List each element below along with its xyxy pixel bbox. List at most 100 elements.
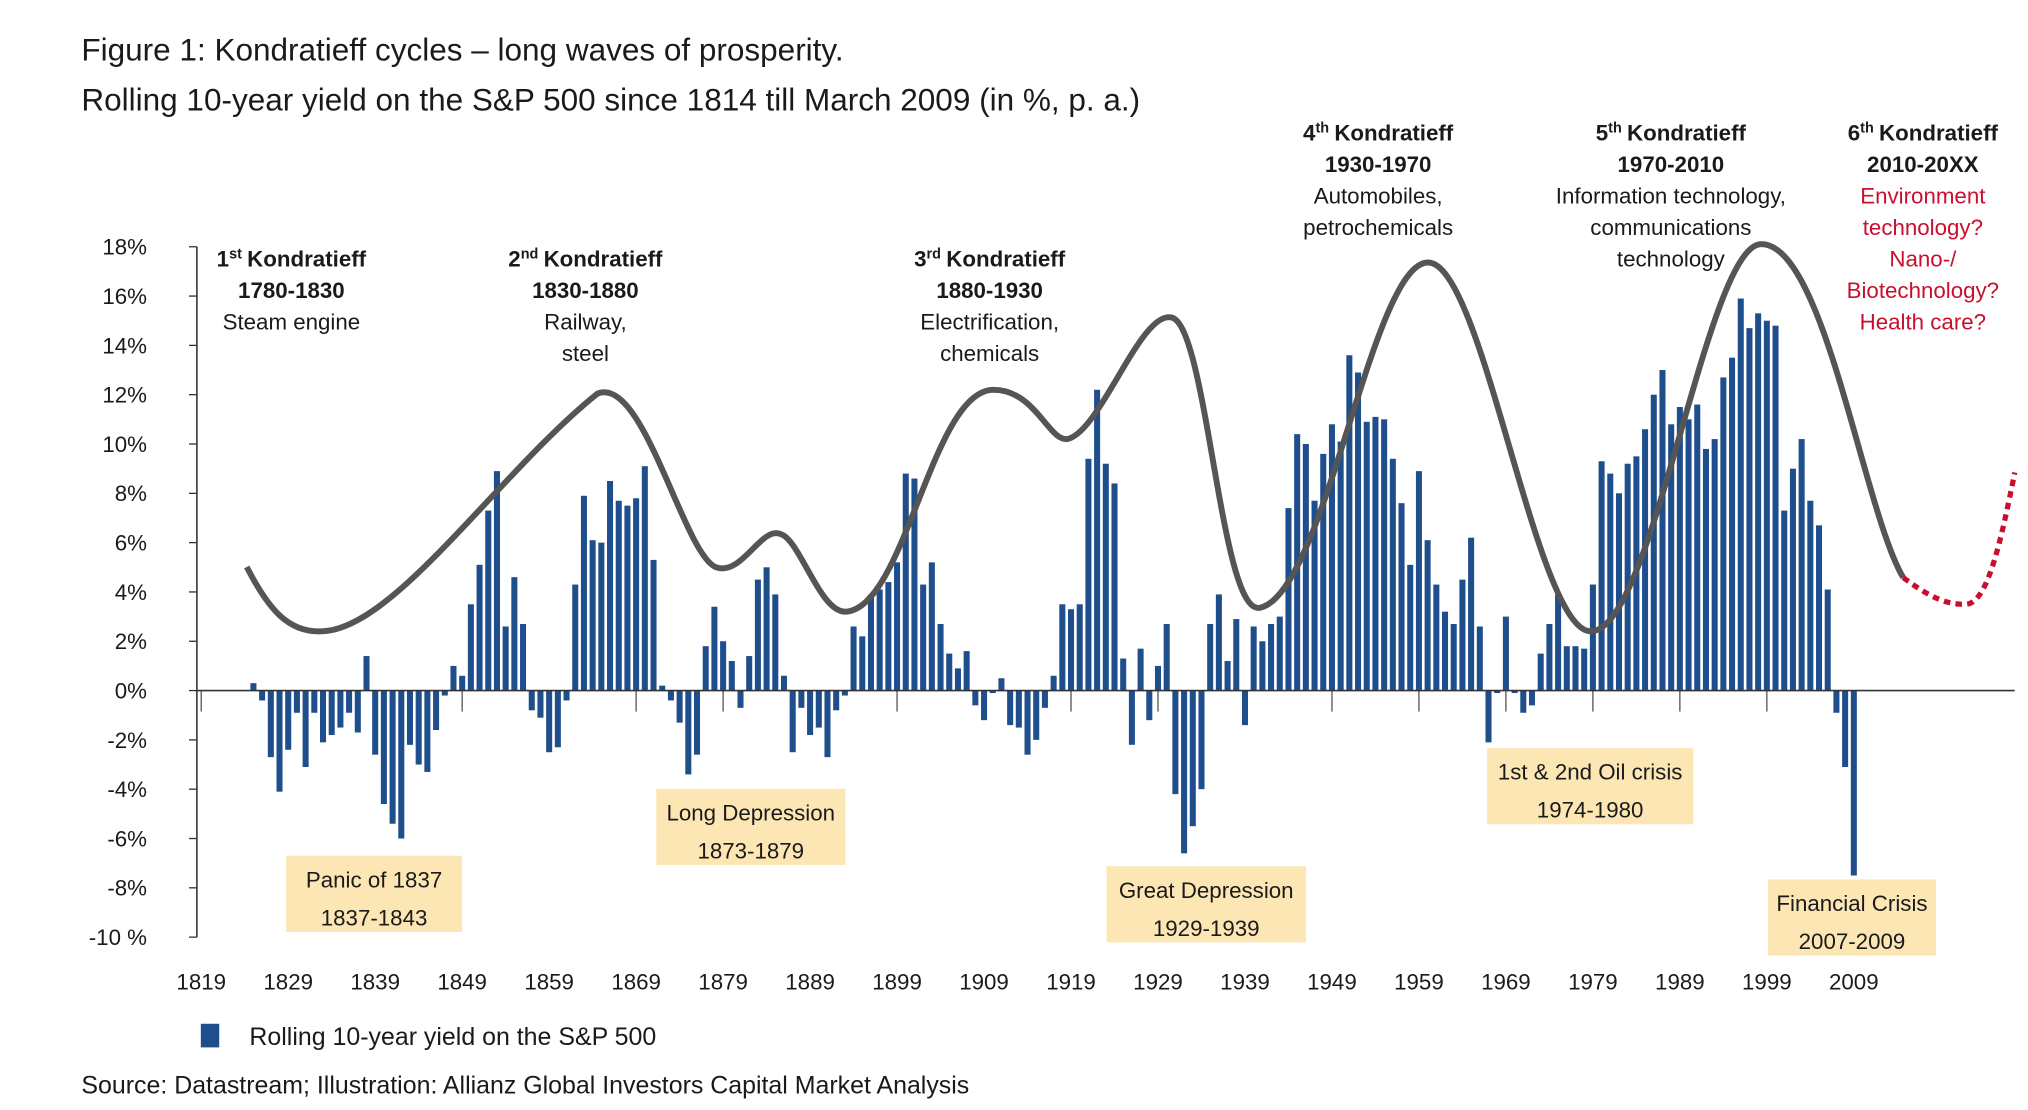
bar bbox=[1285, 508, 1292, 691]
cycle-period: 2010-20XX bbox=[1867, 152, 1979, 177]
bar bbox=[641, 466, 648, 691]
bar bbox=[580, 495, 587, 691]
bar bbox=[563, 690, 570, 701]
crisis-box bbox=[286, 855, 463, 932]
bar bbox=[520, 624, 527, 691]
x-tick-label: 1969 bbox=[1481, 970, 1531, 995]
bar bbox=[633, 498, 640, 691]
bar bbox=[1459, 579, 1466, 691]
bar bbox=[1842, 690, 1849, 768]
crisis-box bbox=[1767, 879, 1936, 956]
bar bbox=[624, 505, 631, 691]
bar bbox=[1407, 564, 1414, 691]
cycle-suffix: st bbox=[229, 247, 242, 263]
bar bbox=[1442, 611, 1449, 691]
bar bbox=[1546, 624, 1553, 691]
crisis-box bbox=[1487, 748, 1694, 825]
cycle-theme: technology? bbox=[1863, 215, 1983, 240]
bar bbox=[667, 690, 674, 701]
bar bbox=[502, 626, 509, 691]
bar bbox=[650, 559, 657, 691]
bar bbox=[528, 690, 535, 711]
cycle-suffix: rd bbox=[927, 247, 941, 263]
bar bbox=[1494, 690, 1501, 694]
cycle-ordinal: 6 bbox=[1848, 120, 1860, 145]
y-tick-label: 12% bbox=[102, 383, 147, 408]
legend-swatch bbox=[200, 1023, 220, 1048]
cycle-label: Kondratieff bbox=[1879, 120, 1998, 145]
plot-area: -10 % -8% -6% -4% -2% 0% 2% 4% 6% 8% 10% 12% 14% 16% 1… bbox=[89, 235, 2015, 995]
bar bbox=[1181, 690, 1188, 854]
bar bbox=[1241, 690, 1248, 726]
cycle-period: 1830-1880 bbox=[532, 278, 639, 303]
bar bbox=[1433, 584, 1440, 691]
x-tick-label: 1899 bbox=[872, 970, 922, 995]
bar bbox=[1094, 389, 1101, 691]
x-tick-label: 1819 bbox=[176, 970, 226, 995]
cycle-suffix: nd bbox=[521, 247, 539, 263]
bar bbox=[1563, 646, 1570, 691]
bar bbox=[1781, 510, 1788, 691]
y-tick-label: 16% bbox=[102, 284, 147, 309]
bar bbox=[1572, 646, 1579, 691]
bar bbox=[276, 690, 283, 792]
bar bbox=[1163, 624, 1170, 691]
y-tick-label: -4% bbox=[107, 777, 147, 802]
x-tick-label: 1839 bbox=[350, 970, 400, 995]
bar bbox=[876, 589, 883, 691]
bar bbox=[1120, 658, 1127, 691]
bar bbox=[937, 624, 944, 691]
bar bbox=[1589, 584, 1596, 691]
bar bbox=[807, 690, 814, 735]
bar bbox=[1198, 690, 1205, 790]
bar bbox=[1737, 298, 1744, 691]
bar bbox=[1476, 626, 1483, 691]
bar bbox=[728, 660, 735, 691]
cycle-suffix: th bbox=[1608, 121, 1622, 137]
bar bbox=[746, 656, 753, 691]
bar bbox=[1415, 471, 1422, 691]
cycle-period: 1970-2010 bbox=[1618, 152, 1725, 177]
bar bbox=[693, 690, 701, 755]
bar bbox=[824, 690, 831, 758]
bar bbox=[841, 690, 848, 696]
bar bbox=[1511, 690, 1518, 694]
bar bbox=[328, 690, 335, 735]
bar bbox=[1624, 463, 1631, 691]
bar bbox=[928, 562, 935, 691]
cycle-title: 3rd Kondratieff bbox=[914, 246, 1066, 271]
x-tick-label: 1929 bbox=[1133, 970, 1183, 995]
x-tick-label: 1949 bbox=[1307, 970, 1357, 995]
bar bbox=[389, 690, 396, 824]
bar bbox=[1268, 624, 1275, 691]
cycle-period: 1930-1970 bbox=[1325, 152, 1432, 177]
bar bbox=[1720, 377, 1727, 691]
y-tick-label: -2% bbox=[107, 728, 147, 753]
bar bbox=[572, 584, 579, 691]
bar bbox=[1146, 690, 1153, 721]
bar bbox=[1172, 690, 1179, 795]
crisis-label: 1837-1843 bbox=[321, 905, 428, 930]
bar bbox=[798, 690, 805, 708]
y-tick-label: -8% bbox=[107, 876, 147, 901]
crisis-label: 1st & 2nd Oil crisis bbox=[1498, 760, 1683, 785]
crisis-label: Financial Crisis bbox=[1776, 891, 1927, 916]
bar bbox=[1528, 690, 1536, 706]
bar bbox=[380, 690, 387, 804]
cycle-suffix: th bbox=[1860, 121, 1874, 137]
bar bbox=[1328, 424, 1335, 691]
x-tick-label: 1919 bbox=[1046, 970, 1096, 995]
bar bbox=[1076, 604, 1083, 691]
bar bbox=[1702, 448, 1709, 691]
chart-title: Figure 1: Kondratieff cycles – long wave… bbox=[81, 31, 843, 67]
bar bbox=[833, 690, 840, 711]
crisis-label: 1974-1980 bbox=[1537, 798, 1644, 823]
bar bbox=[1059, 604, 1066, 691]
crisis-label: Panic of 1837 bbox=[306, 867, 442, 892]
bar bbox=[789, 690, 796, 753]
cycle-theme: Automobiles, bbox=[1314, 183, 1443, 208]
cycle-theme: Railway, bbox=[544, 309, 627, 334]
bar bbox=[1111, 483, 1118, 691]
x-tick-label: 1889 bbox=[785, 970, 835, 995]
